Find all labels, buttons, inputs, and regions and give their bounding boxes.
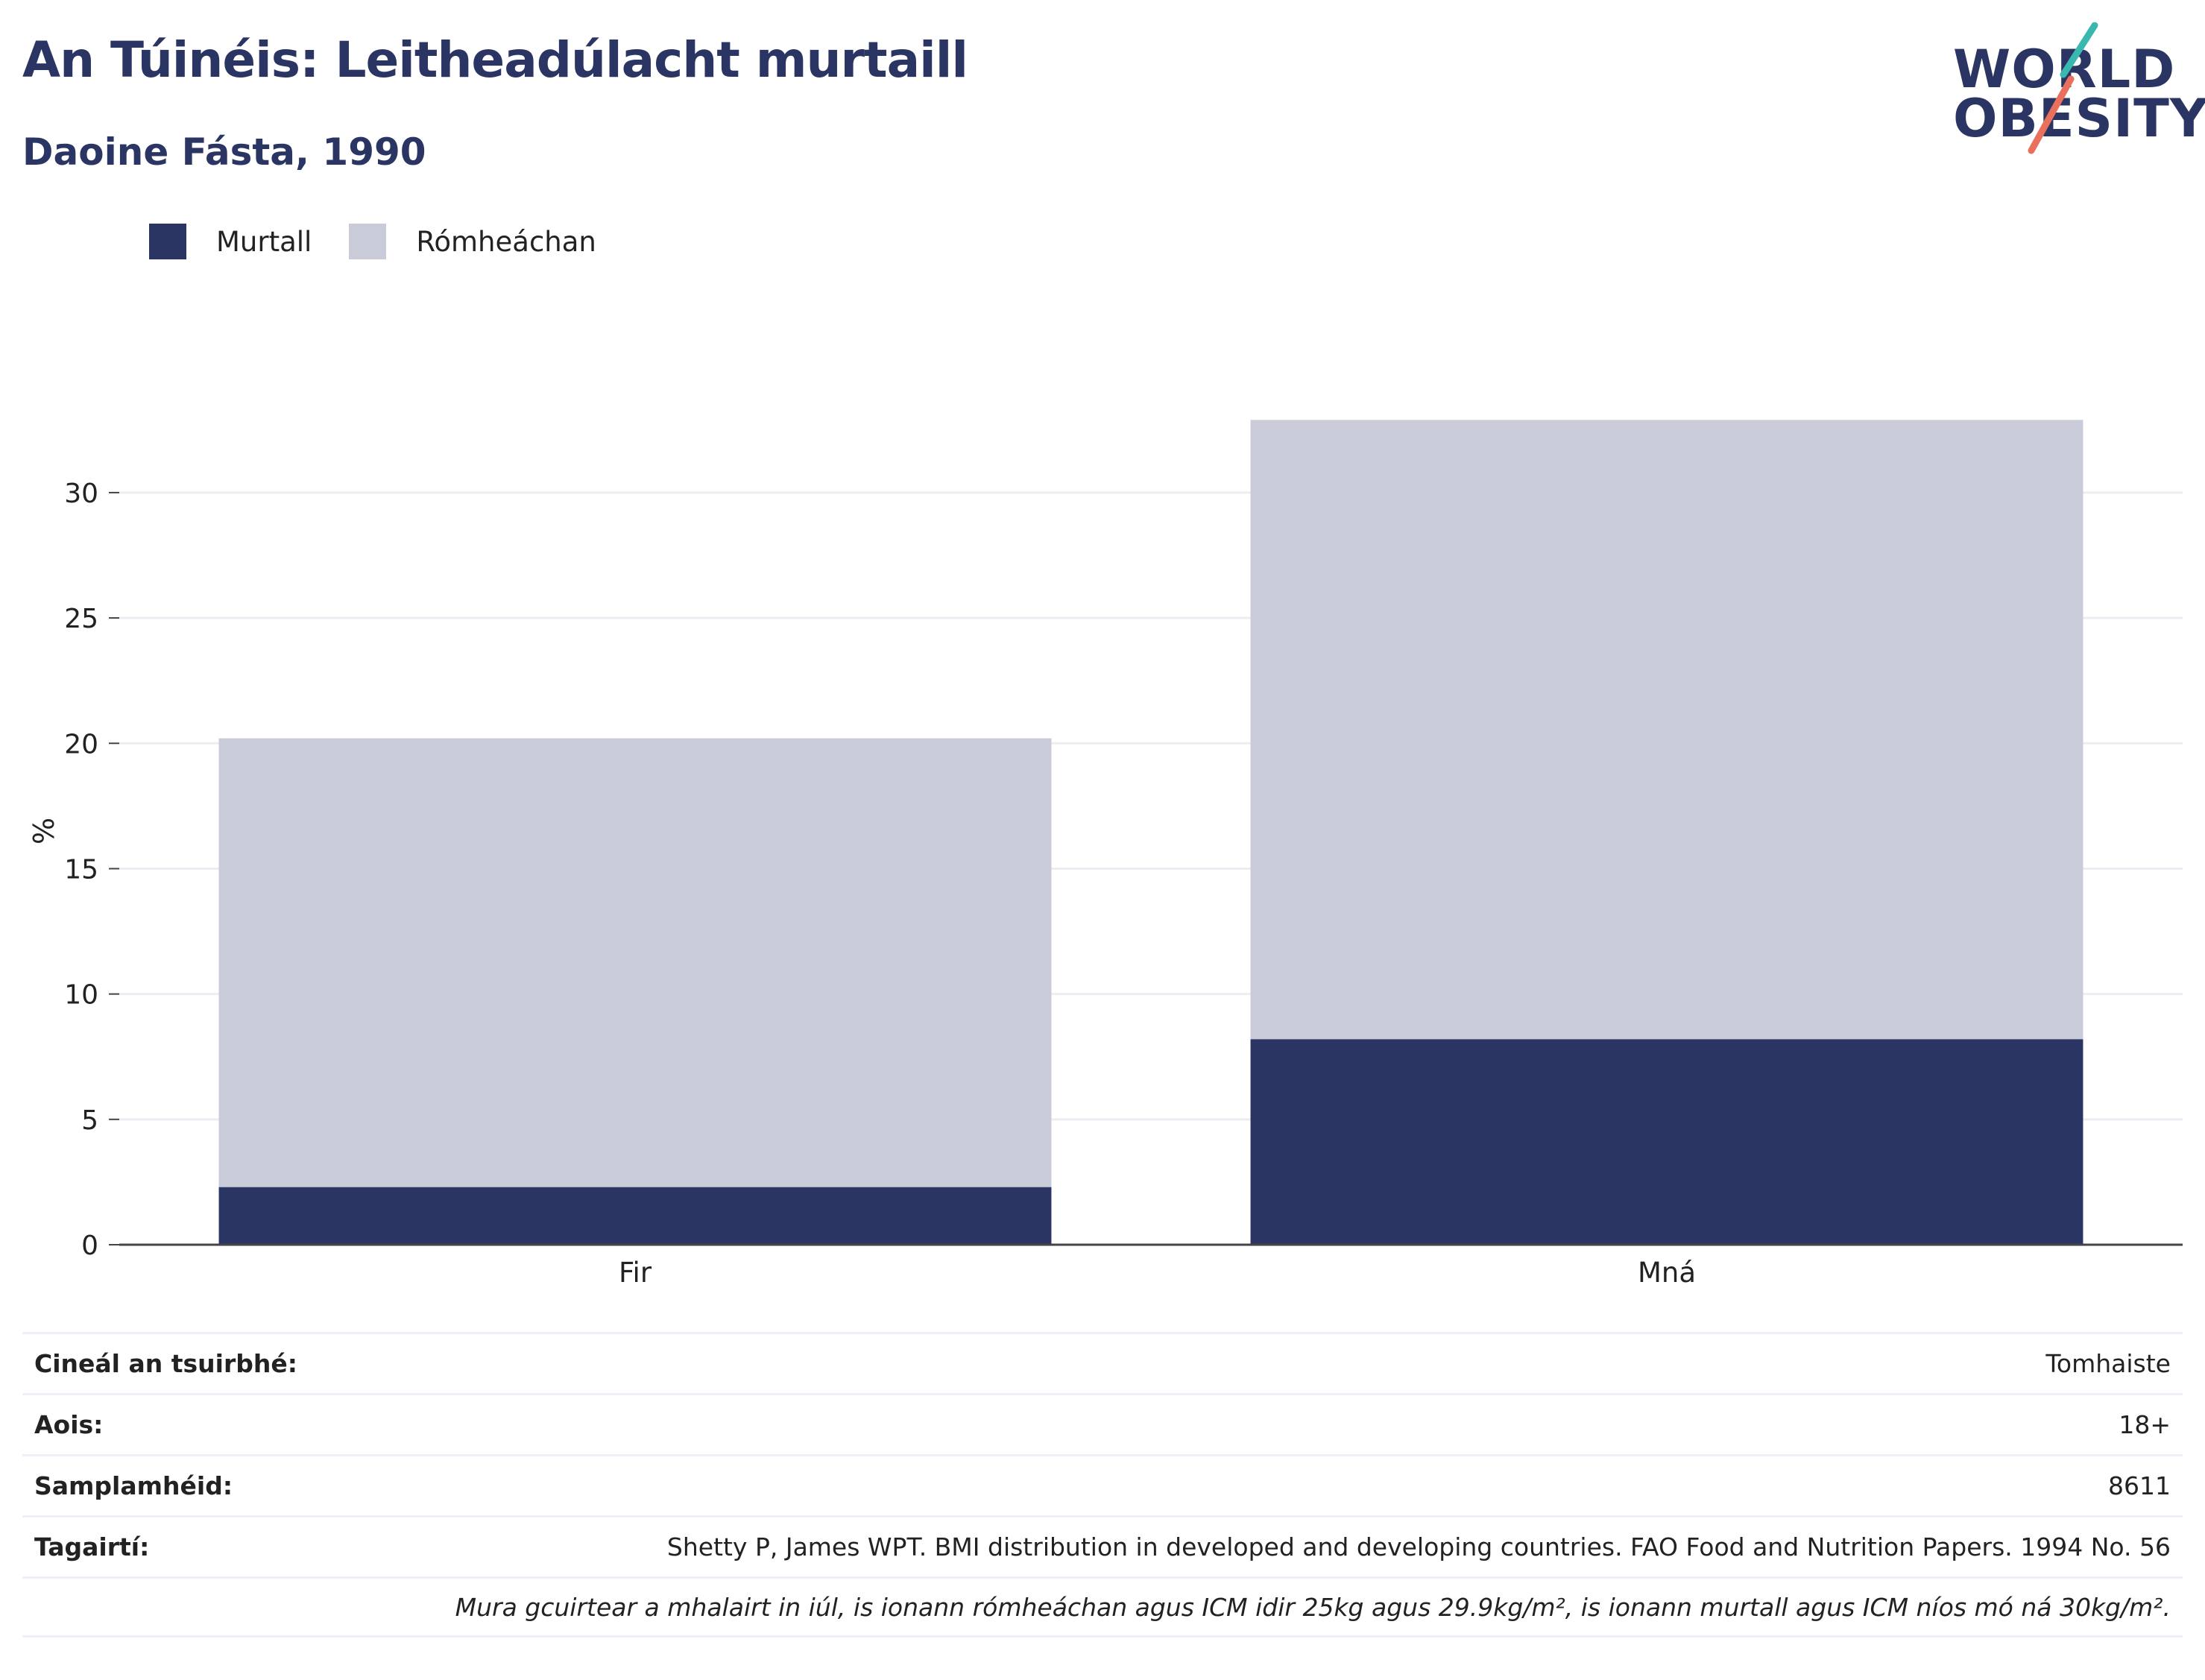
legend-item-murtall[interactable]: Murtall bbox=[149, 224, 312, 259]
bar-chart: 0 5 10 15 20 25 30% Fir Mná bbox=[28, 420, 2183, 1289]
bar-fir-series-1 bbox=[218, 738, 1052, 1187]
info-key: Aois: bbox=[34, 1410, 104, 1439]
legend-swatch-murtall bbox=[149, 224, 186, 259]
info-row-age: Aois: 18+ bbox=[22, 1393, 2183, 1454]
logo-slash-icon bbox=[2028, 22, 2098, 154]
info-value: 18+ bbox=[2119, 1410, 2171, 1439]
info-value: 8611 bbox=[2108, 1471, 2171, 1500]
y-axis-label: % bbox=[28, 818, 60, 844]
info-key: Tagairtí: bbox=[34, 1532, 150, 1561]
legend-label-murtall: Murtall bbox=[216, 225, 312, 258]
x-tick-label: Fir bbox=[619, 1257, 652, 1289]
info-row-references: Tagairtí: Shetty P, James WPT. BMI distr… bbox=[22, 1515, 2183, 1576]
x-tick-label: Mná bbox=[1638, 1257, 1696, 1289]
info-value: Tomhaiste bbox=[2045, 1349, 2171, 1378]
info-row-sample-size: Samplamhéid: 8611 bbox=[22, 1454, 2183, 1515]
logo-line-2: OBESITY bbox=[1953, 88, 2205, 149]
bar-mná-series-0 bbox=[1250, 1039, 2083, 1245]
legend-item-romheachan[interactable]: Rómheáchan bbox=[349, 224, 596, 259]
info-row-note: Mura gcuirtear a mhalairt in iúl, is ion… bbox=[22, 1576, 2183, 1638]
chart-title: An Túinéis: Leitheadúlacht murtaill bbox=[22, 31, 968, 89]
legend: Murtall Rómheáchan bbox=[149, 222, 634, 261]
legend-swatch-romheachan bbox=[349, 224, 387, 259]
legend-label-romheachan: Rómheáchan bbox=[416, 225, 596, 258]
y-tick-label: 5 bbox=[81, 1105, 98, 1136]
y-tick-label: 20 bbox=[64, 729, 98, 760]
info-key: Samplamhéid: bbox=[34, 1471, 233, 1500]
bar-fir-series-0 bbox=[218, 1187, 1052, 1245]
y-tick-label: 25 bbox=[64, 604, 98, 634]
y-tick-label: 0 bbox=[81, 1231, 98, 1261]
survey-info-table: Cineál an tsuirbhé: Tomhaiste Aois: 18+ … bbox=[22, 1332, 2183, 1638]
chart-subtitle: Daoine Fásta, 1990 bbox=[22, 130, 426, 174]
bar-mná-series-1 bbox=[1250, 420, 2083, 1040]
info-key: Cineál an tsuirbhé: bbox=[34, 1349, 297, 1378]
y-tick-label: 30 bbox=[64, 479, 98, 509]
info-row-survey-type: Cineál an tsuirbhé: Tomhaiste bbox=[22, 1332, 2183, 1393]
y-tick-label: 15 bbox=[64, 854, 98, 885]
definition-note: Mura gcuirtear a mhalairt in iúl, is ion… bbox=[455, 1592, 2171, 1622]
y-tick-label: 10 bbox=[64, 980, 98, 1011]
info-value: Shetty P, James WPT. BMI distribution in… bbox=[666, 1532, 2171, 1561]
